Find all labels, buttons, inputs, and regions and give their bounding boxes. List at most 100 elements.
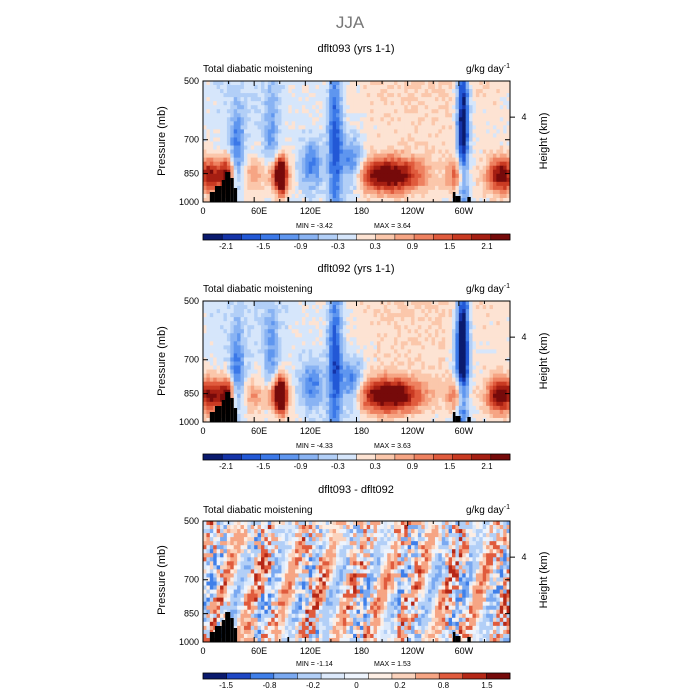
heatmap-cell [257,185,262,191]
heatmap-cell [305,85,310,90]
topography [452,192,456,202]
heatmap-cell [284,325,289,330]
heatmap-cell [356,321,361,326]
heatmap-cell [370,373,374,379]
heatmap-cell [223,169,228,175]
heatmap-cell [213,301,218,306]
heatmap-cell [308,341,313,346]
heatmap-cell [264,365,269,370]
heatmap-cell [312,193,316,199]
heatmap-cell [414,333,419,338]
heatmap-cell [387,93,392,98]
heatmap-cell [499,81,504,86]
heatmap-cell [486,109,490,114]
heatmap-cell [257,149,262,154]
heatmap-cell [387,133,392,138]
heatmap-cell [220,133,224,138]
heatmap-cell [363,301,368,306]
heatmap-cell [496,197,501,203]
heatmap-cell [342,177,347,183]
heatmap-cell [264,153,269,159]
heatmap-cell [322,337,327,342]
heatmap-cell [298,161,303,167]
heatmap-cell [438,329,443,334]
heatmap-cell [254,365,258,370]
heatmap-cell [332,113,337,118]
heatmap-cell [254,109,258,114]
heatmap-cell [380,381,385,387]
heatmap-cell [257,101,262,106]
heatmap-cell [431,157,436,163]
heatmap-cell [455,357,460,362]
heatmap-cell [394,105,398,110]
heatmap-cell [479,153,484,159]
heatmap-cell [431,377,436,383]
heatmap-cell [318,321,323,326]
heatmap-cell [400,393,405,399]
heatmap-cell [339,385,344,391]
heatmap-cell [404,389,409,395]
heatmap-cell [359,309,364,314]
heatmap-cell [301,185,306,191]
heatmap-cell [417,133,422,138]
heatmap-cell [506,193,511,199]
heatmap-cell [233,169,238,175]
heatmap-cell [431,189,436,195]
heatmap-cell [496,309,501,314]
heatmap-cell [455,349,460,354]
heatmap-cell [428,393,432,399]
heatmap-cell [414,349,419,354]
heatmap-cell [223,161,228,167]
heatmap-cell [312,145,316,150]
heatmap-cell [308,137,313,142]
heatmap-cell [458,173,463,179]
heatmap-cell [438,353,443,358]
heatmap-cell [312,161,316,167]
heatmap-cell [240,345,245,350]
heatmap-cell [281,137,286,142]
heatmap-cell [428,133,432,138]
heatmap-cell [260,121,265,126]
heatmap-cell [462,341,467,346]
heatmap-cell [482,309,487,314]
heatmap-cell [506,365,511,370]
heatmap-cell [366,81,371,86]
heatmap-cell [479,117,484,122]
heatmap-cell [404,157,409,163]
panel-title: dflt093 (yrs 1-1) [317,43,394,55]
heatmap-cell [257,173,262,179]
heatmap-cell [421,349,426,354]
heatmap-cell [281,365,286,370]
heatmap-cell [441,137,446,142]
heatmap-cell [206,301,211,306]
heatmap-cell [240,89,245,94]
heatmap-cell [291,381,296,387]
heatmap-cell [417,185,422,191]
heatmap-cell [458,369,463,374]
heatmap-cell [448,365,453,370]
heatmap-cell [339,101,344,106]
heatmap-cell [452,385,456,391]
heatmap-cell [264,301,269,306]
heatmap-cell [233,385,238,391]
heatmap-cell [312,393,316,399]
heatmap-cell [482,361,487,366]
heatmap-cell [462,101,467,106]
heatmap-cell [315,353,320,358]
heatmap-cell [496,169,501,175]
heatmap-cell [455,337,460,342]
heatmap-cell [458,361,463,366]
heatmap-cell [342,393,347,399]
heatmap-cell [223,137,228,142]
heatmap-cell [298,357,303,362]
heatmap-cell [332,161,337,167]
heatmap-cell [240,321,245,326]
heatmap-cell [216,153,221,159]
heatmap-cell [465,177,470,183]
heatmap-cell [213,345,218,350]
heatmap-cell [281,189,286,195]
heatmap-cell [315,121,320,126]
heatmap-cell [462,349,467,354]
heatmap-cell [301,353,306,358]
heatmap-cell [274,381,279,387]
